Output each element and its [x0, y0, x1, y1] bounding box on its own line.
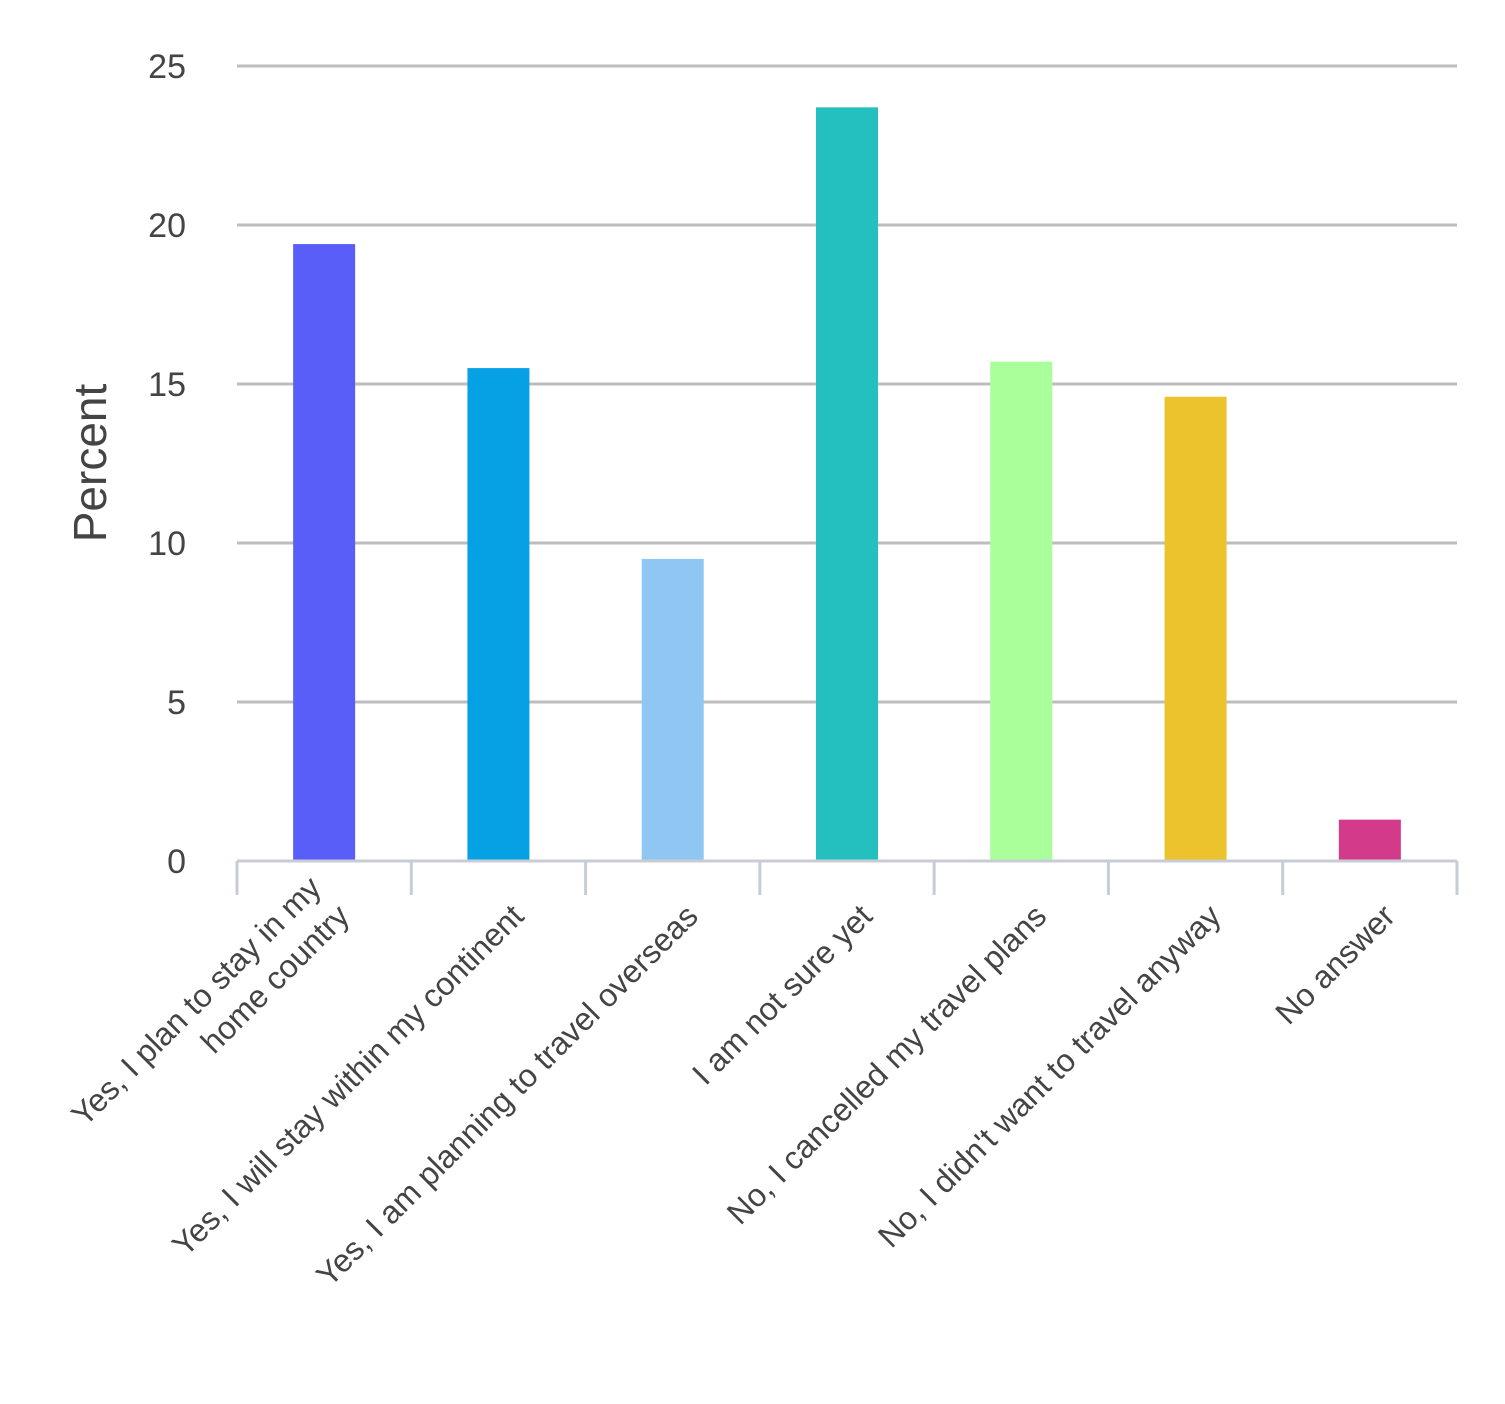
y-tick-label-20: 20 [148, 207, 186, 245]
x-category-label-line: No, I didn't want to travel anyway [871, 898, 1228, 1255]
x-category-label-7: No answer [1268, 897, 1402, 1031]
x-category-label-line: No answer [1268, 897, 1402, 1031]
bar-2 [467, 368, 530, 861]
y-tick-label-10: 10 [148, 525, 186, 563]
bar-7 [1338, 819, 1401, 861]
bar-5 [990, 361, 1053, 861]
bar-1 [293, 244, 356, 861]
y-axis-ticks: 0 5 10 15 20 25 [148, 48, 186, 881]
x-category-label-4: I am not sure yet [685, 897, 879, 1091]
x-axis-category-labels: Yes, I plan to stay in myhome countryYes… [64, 869, 1402, 1293]
y-tick-label-25: 25 [148, 48, 186, 86]
x-category-label-5: No, I cancelled my travel plans [720, 898, 1054, 1232]
x-category-label-line: No, I cancelled my travel plans [720, 898, 1054, 1232]
x-category-label-3: Yes, I am planning to travel overseas [309, 898, 705, 1294]
bar-6 [1164, 396, 1227, 861]
y-tick-label-0: 0 [167, 843, 186, 881]
x-category-label-line: Yes, I plan to stay in my [64, 869, 328, 1133]
y-tick-label-5: 5 [167, 684, 186, 722]
y-tick-label-15: 15 [148, 366, 186, 404]
x-axis [235, 859, 1459, 895]
y-axis-label: Percent [64, 384, 116, 543]
bar-4 [816, 107, 878, 862]
x-category-label-line: Yes, I am planning to travel overseas [309, 898, 705, 1294]
bars [293, 107, 1401, 862]
x-category-label-line: I am not sure yet [685, 897, 879, 1091]
x-category-label-6: No, I didn't want to travel anyway [871, 898, 1228, 1255]
bar-3 [641, 558, 704, 861]
